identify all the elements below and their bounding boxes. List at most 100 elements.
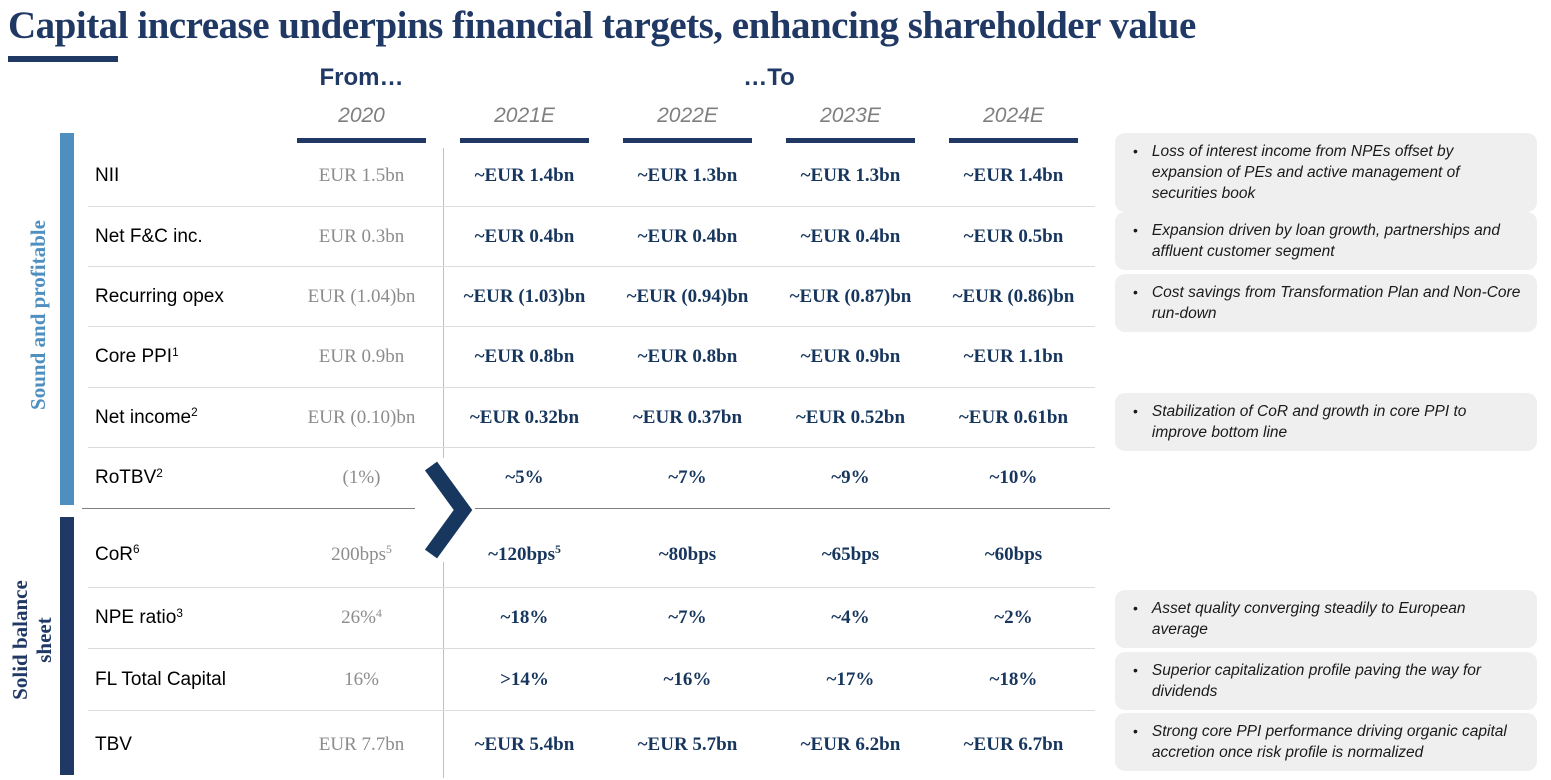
callout-net-fc: • Expansion driven by loan growth, partn… — [1115, 212, 1537, 270]
section-bar-sound-profitable — [60, 133, 74, 505]
cell-2022e: ~EUR 1.3bn — [637, 165, 738, 186]
cell-2020: (1%) — [342, 467, 381, 488]
cell-2020: 16% — [344, 668, 379, 690]
callout-text: Asset quality converging steadily to Eur… — [1151, 600, 1466, 638]
table-row-cor: CoR6 200bps5 ~120bps5 ~80bps ~65bps ~60b… — [88, 508, 1095, 588]
cell-2023e: ~EUR 6.2bn — [800, 733, 901, 755]
cell-2024e: ~EUR 6.7bn — [963, 733, 1064, 755]
cell-2020: EUR 7.7bn — [318, 733, 405, 755]
cell-2021e: ~EUR 0.32bn — [469, 406, 580, 428]
cell-2024e: ~18% — [989, 668, 1038, 690]
column-group-from: From… — [319, 64, 404, 91]
cell-2023e: ~EUR 1.3bn — [800, 165, 901, 186]
callout-text: Superior capitalization profile paving t… — [1151, 662, 1482, 700]
column-group-to: …To — [743, 64, 795, 91]
cell-2021e: ~EUR 5.4bn — [474, 733, 575, 755]
cell-2022e: ~16% — [663, 668, 712, 690]
cell-2022e: ~80bps — [658, 543, 717, 565]
page-title: Capital increase underpins financial tar… — [8, 4, 1196, 47]
table-row-rotbv: RoTBV2 (1%) ~5% ~7% ~9% ~10% — [88, 448, 1095, 508]
row-label: CoR6 — [95, 543, 140, 565]
cell-2023e: ~EUR 0.4bn — [800, 225, 901, 247]
cell-2021e: ~EUR 0.4bn — [474, 225, 575, 247]
cell-2024e: ~EUR 1.4bn — [963, 165, 1064, 186]
year-underline — [297, 138, 426, 143]
row-label: Recurring opex — [95, 285, 224, 307]
cell-2020: EUR 0.9bn — [318, 346, 405, 367]
bullet-icon: • — [1133, 143, 1138, 159]
cell-2024e: ~EUR 1.1bn — [963, 346, 1064, 367]
row-label: FL Total Capital — [95, 668, 226, 690]
row-label: Net F&C inc. — [95, 225, 203, 247]
row-label: TBV — [95, 733, 132, 755]
cell-2024e: ~EUR 0.61bn — [958, 406, 1069, 428]
callout-net-income: • Stabilization of CoR and growth in cor… — [1115, 393, 1537, 451]
callout-tbv: • Strong core PPI performance driving or… — [1115, 713, 1537, 771]
cell-2024e: ~10% — [989, 467, 1038, 488]
cell-2022e: ~EUR 0.4bn — [637, 225, 738, 247]
cell-2022e: ~EUR 0.8bn — [637, 346, 738, 367]
callout-capitalization: • Superior capitalization profile paving… — [1115, 652, 1537, 710]
cell-2023e: ~EUR 0.9bn — [800, 346, 901, 367]
column-header-2022e: 2022E — [657, 104, 718, 127]
cell-2023e: ~17% — [826, 668, 875, 690]
callout-nii: • Loss of interest income from NPEs offs… — [1115, 133, 1537, 212]
bullet-icon: • — [1133, 662, 1138, 678]
cell-2022e: ~EUR (0.94)bn — [626, 285, 749, 307]
cell-2021e: >14% — [500, 668, 549, 690]
callout-text: Stabilization of CoR and growth in core … — [1151, 403, 1467, 441]
cell-2021e: ~5% — [505, 467, 544, 488]
row-label: Net income2 — [95, 406, 198, 428]
cell-2022e: ~7% — [668, 467, 707, 488]
chevron-right-icon — [415, 458, 475, 562]
cell-2020: EUR 1.5bn — [318, 165, 405, 186]
cell-2020: 200bps5 — [331, 543, 392, 565]
cell-2023e: ~EUR 0.52bn — [795, 406, 906, 428]
table-row-tbv: TBV EUR 7.7bn ~EUR 5.4bn ~EUR 5.7bn ~EUR… — [88, 711, 1095, 778]
callout-asset-quality: • Asset quality converging steadily to E… — [1115, 590, 1537, 648]
cell-2024e: ~2% — [994, 607, 1033, 628]
section-label-sound-profitable: Sound and profitable — [26, 220, 50, 410]
year-underline — [460, 138, 589, 143]
table-row-fl-total-capital: FL Total Capital 16% >14% ~16% ~17% ~18% — [88, 649, 1095, 711]
row-label: RoTBV2 — [95, 466, 163, 488]
callout-text: Cost savings from Transformation Plan an… — [1151, 284, 1521, 322]
cell-2022e: ~7% — [668, 607, 707, 628]
cell-2024e: ~EUR 0.5bn — [963, 225, 1064, 247]
cell-2020: EUR (1.04)bn — [307, 285, 416, 307]
row-label: NII — [95, 165, 120, 186]
bullet-icon: • — [1133, 600, 1138, 616]
cell-2024e: ~EUR (0.86)bn — [952, 285, 1075, 307]
table-row-recurring-opex: Recurring opex EUR (1.04)bn ~EUR (1.03)b… — [88, 267, 1095, 327]
cell-2021e: ~EUR 1.4bn — [474, 165, 575, 186]
callout-opex: • Cost savings from Transformation Plan … — [1115, 274, 1537, 332]
section-label-solid-balance: Solid balance sheet — [8, 580, 56, 700]
callout-text: Strong core PPI performance driving orga… — [1151, 723, 1507, 761]
cell-2021e: ~EUR (1.03)bn — [463, 285, 586, 307]
title-underline — [8, 56, 118, 62]
bullet-icon: • — [1133, 222, 1138, 238]
cell-2023e: ~9% — [831, 467, 870, 488]
cell-2024e: ~60bps — [984, 543, 1043, 565]
table-row-nii: NII EUR 1.5bn ~EUR 1.4bn ~EUR 1.3bn ~EUR… — [88, 146, 1095, 207]
cell-2021e: ~18% — [500, 607, 549, 628]
table-row-core-ppi: Core PPI1 EUR 0.9bn ~EUR 0.8bn ~EUR 0.8b… — [88, 327, 1095, 388]
column-header-2024e: 2024E — [983, 104, 1044, 127]
year-underline — [949, 138, 1078, 143]
row-label: NPE ratio3 — [95, 606, 183, 628]
section-bar-solid-balance — [60, 517, 74, 775]
cell-2022e: ~EUR 5.7bn — [637, 733, 738, 755]
callout-text: Expansion driven by loan growth, partner… — [1151, 222, 1501, 260]
table-row-net-fc: Net F&C inc. EUR 0.3bn ~EUR 0.4bn ~EUR 0… — [88, 207, 1095, 267]
section-divider-line — [82, 508, 1110, 509]
bullet-icon: • — [1133, 723, 1138, 739]
cell-2021e: ~120bps5 — [488, 543, 561, 565]
bullet-icon: • — [1133, 403, 1138, 419]
bullet-icon: • — [1133, 284, 1138, 300]
cell-2020: 26%4 — [341, 606, 382, 628]
cell-2023e: ~4% — [831, 607, 870, 628]
year-underline — [623, 138, 752, 143]
table-row-npe-ratio: NPE ratio3 26%4 ~18% ~7% ~4% ~2% — [88, 588, 1095, 649]
column-header-2020: 2020 — [338, 104, 385, 127]
